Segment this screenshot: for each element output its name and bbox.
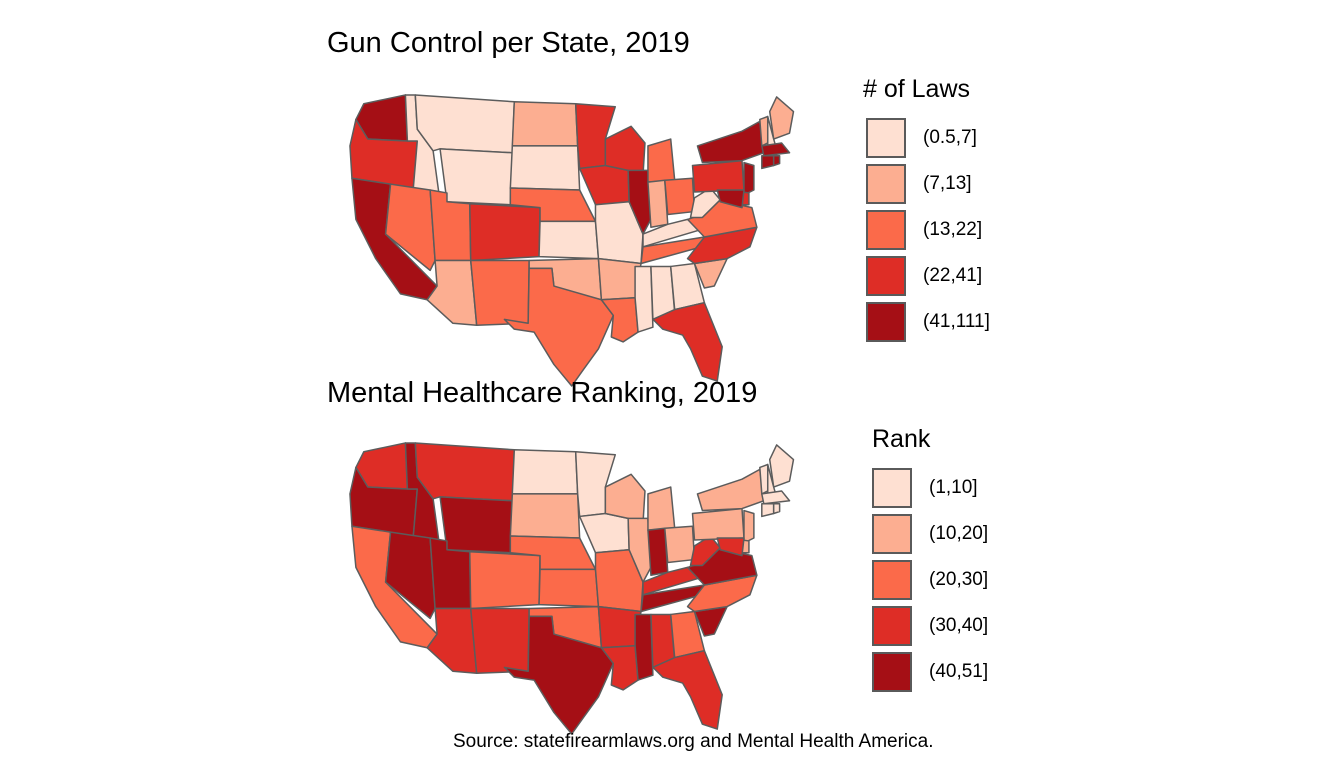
state-sd [510,494,579,538]
legend-label: (40,51] [929,661,989,682]
legend-label: (20,30] [929,569,989,590]
map-title-gun-control: Gun Control per State, 2019 [327,27,690,59]
legend-item: (20,30] [872,559,988,601]
legend-swatch [866,256,906,296]
legend-item: (7,13] [866,163,972,205]
state-nm [471,609,529,674]
state-ny [697,469,763,510]
state-nd [512,450,577,494]
legend-swatch [872,468,912,508]
legend-swatch [872,560,912,600]
state-md [717,538,744,556]
legend-label: (30,40] [929,615,989,636]
state-me [770,445,794,487]
legend-label: (7,13] [923,173,972,194]
state-ia [580,514,630,553]
legend-item: (10,20] [872,513,988,555]
state-nv [386,184,436,270]
state-fl [653,651,722,729]
source-note: Source: statefirearmlaws.org and Mental … [453,731,934,752]
states-layer [350,95,794,386]
legend-label: (13,22] [923,219,983,240]
state-co [470,552,540,609]
legend-swatch [866,164,906,204]
state-il [628,170,651,234]
state-ks [539,569,598,606]
legend-label: (22,41] [923,265,983,286]
state-il [628,518,651,582]
legend-label: (10,20] [929,523,989,544]
state-oh [665,526,695,562]
state-nv [386,532,436,618]
legend-swatch [872,514,912,554]
legend-label: (41,111] [923,311,990,332]
state-fl [653,303,722,381]
legend-swatch [866,302,906,342]
state-mt [415,443,514,501]
legend-label: (1,10] [929,477,978,498]
legend-swatch [866,210,906,250]
state-mi [648,487,675,530]
state-ms [635,614,653,680]
state-nj [744,163,754,195]
legend-item: (0.5,7] [866,117,977,159]
state-ri [774,156,780,166]
legend-item: (41,111] [866,301,990,343]
legend-item: (22,41] [866,255,982,297]
state-nj [744,511,754,543]
state-ma [762,143,790,156]
state-tx [504,268,613,386]
legend-item: (1,10] [872,467,978,509]
state-ms [635,266,653,332]
state-az [427,609,477,674]
states-layer [350,443,794,734]
state-md [717,190,744,208]
legend-item: (13,22] [866,209,982,251]
state-tx [504,616,613,734]
state-me [770,97,794,139]
legend-swatch [872,652,912,692]
state-ma [762,491,790,504]
state-ri [774,504,780,514]
legend-title-laws: # of Laws [863,75,971,103]
state-ct [762,504,774,517]
legend-label: (0.5,7] [923,127,977,148]
legend-swatch [866,118,906,158]
legend-title-rank: Rank [872,425,931,453]
map-title-mental-health: Mental Healthcare Ranking, 2019 [327,377,758,409]
legend-item: (40,51] [872,651,988,693]
state-wy [440,497,512,553]
legend-item: (30,40] [872,605,988,647]
state-pa [693,509,744,540]
state-vt [760,465,768,494]
legend-swatch [872,606,912,646]
